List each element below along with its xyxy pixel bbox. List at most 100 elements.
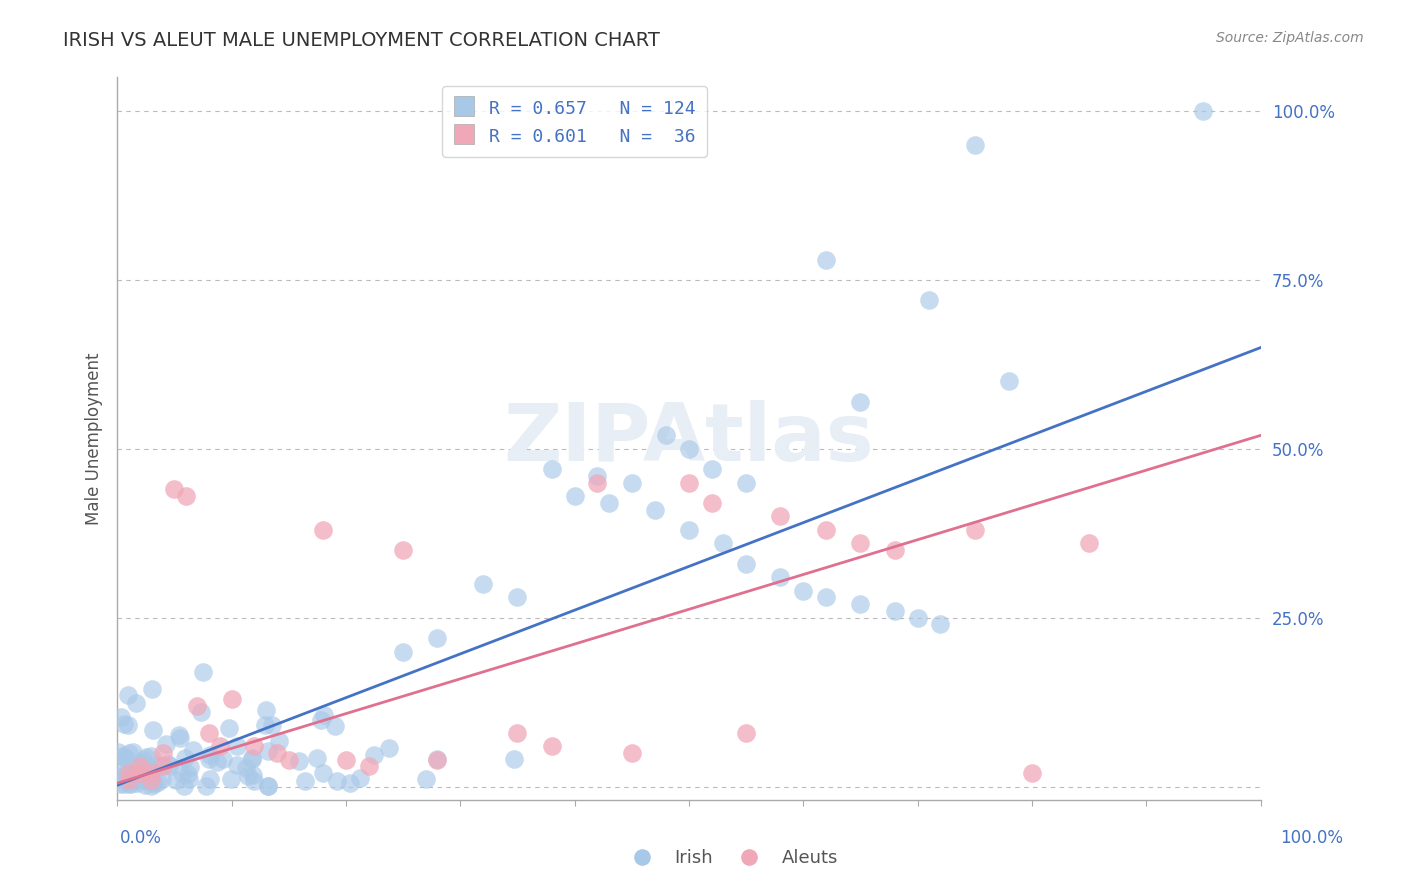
Point xyxy=(502,752,524,766)
Point xyxy=(257,779,280,793)
Point xyxy=(179,760,201,774)
Point xyxy=(240,751,263,765)
Point xyxy=(392,644,415,658)
Point xyxy=(186,698,208,713)
Point xyxy=(169,729,191,743)
Point xyxy=(118,746,141,760)
Point xyxy=(190,705,212,719)
Point xyxy=(225,739,247,753)
Point xyxy=(323,719,346,733)
Point xyxy=(260,718,283,732)
Point xyxy=(849,536,872,550)
Legend: R = 0.657   N = 124, R = 0.601   N =  36: R = 0.657 N = 124, R = 0.601 N = 36 xyxy=(443,87,707,157)
Point xyxy=(209,739,232,753)
Point xyxy=(177,767,200,781)
Point xyxy=(288,755,311,769)
Y-axis label: Male Unemployment: Male Unemployment xyxy=(86,352,103,525)
Point xyxy=(267,733,290,747)
Point xyxy=(849,394,872,409)
Text: 0.0%: 0.0% xyxy=(120,829,162,847)
Point xyxy=(655,428,678,442)
Point xyxy=(312,523,335,537)
Point xyxy=(312,766,335,780)
Point xyxy=(678,442,700,456)
Point xyxy=(349,771,371,785)
Point xyxy=(110,769,132,783)
Point xyxy=(141,681,163,696)
Point xyxy=(711,536,734,550)
Point xyxy=(305,751,328,765)
Point xyxy=(114,768,136,782)
Point xyxy=(392,543,415,558)
Point xyxy=(1078,536,1101,550)
Point xyxy=(277,753,299,767)
Point xyxy=(191,665,214,679)
Point xyxy=(235,761,257,775)
Point xyxy=(197,725,219,739)
Point xyxy=(769,509,792,524)
Point xyxy=(540,462,562,476)
Point xyxy=(257,744,280,758)
Point xyxy=(620,746,643,760)
Point xyxy=(110,709,132,723)
Point xyxy=(849,597,872,611)
Point xyxy=(883,543,905,558)
Point xyxy=(506,591,529,605)
Point xyxy=(929,617,952,632)
Point xyxy=(221,772,243,787)
Point xyxy=(598,496,620,510)
Point xyxy=(309,713,332,727)
Point xyxy=(963,523,986,537)
Point xyxy=(152,746,174,760)
Point xyxy=(125,697,148,711)
Text: Source: ZipAtlas.com: Source: ZipAtlas.com xyxy=(1216,31,1364,45)
Point xyxy=(112,717,135,731)
Point xyxy=(125,772,148,787)
Point xyxy=(139,767,162,781)
Point xyxy=(769,570,792,584)
Text: 100.0%: 100.0% xyxy=(1279,829,1343,847)
Point xyxy=(540,739,562,753)
Point xyxy=(678,523,700,537)
Point xyxy=(426,753,449,767)
Point xyxy=(472,577,495,591)
Point xyxy=(1021,766,1043,780)
Point xyxy=(146,774,169,789)
Point xyxy=(378,740,401,755)
Point xyxy=(141,764,163,779)
Point xyxy=(426,631,449,645)
Point xyxy=(243,739,266,753)
Point xyxy=(120,777,142,791)
Point xyxy=(117,688,139,702)
Point xyxy=(735,557,758,571)
Point xyxy=(198,772,221,786)
Point xyxy=(174,489,197,503)
Point xyxy=(129,759,152,773)
Point xyxy=(335,753,357,767)
Point xyxy=(134,779,156,793)
Point xyxy=(152,759,174,773)
Point xyxy=(112,777,135,791)
Point xyxy=(363,747,385,762)
Point xyxy=(108,771,131,785)
Point xyxy=(114,761,136,775)
Point xyxy=(157,756,180,771)
Point xyxy=(118,777,141,791)
Point xyxy=(127,768,149,782)
Point xyxy=(225,758,247,772)
Point xyxy=(142,723,165,737)
Point xyxy=(141,780,163,794)
Point xyxy=(132,753,155,767)
Point xyxy=(700,496,723,510)
Point xyxy=(198,747,221,762)
Point xyxy=(181,742,204,756)
Point xyxy=(173,779,195,793)
Point xyxy=(117,718,139,732)
Point xyxy=(117,766,139,780)
Point xyxy=(357,759,380,773)
Point xyxy=(815,591,838,605)
Point xyxy=(700,462,723,476)
Point xyxy=(155,737,177,751)
Point xyxy=(169,731,191,745)
Point xyxy=(815,252,838,267)
